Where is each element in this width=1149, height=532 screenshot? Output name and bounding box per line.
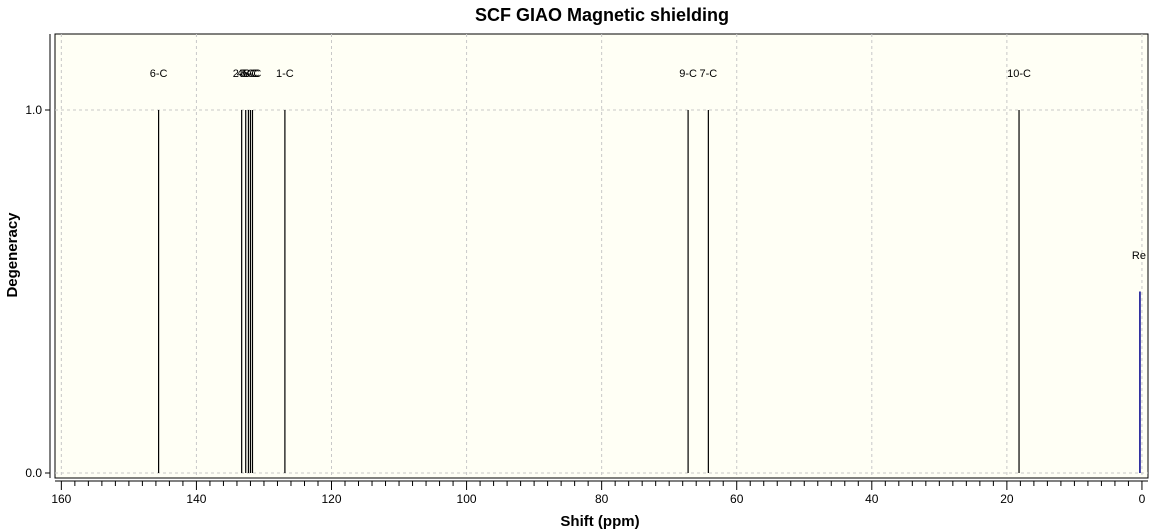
peaks: 6-C 2-C4-C3-C5-C8-C 1-C 9-C 7-C 10-C Re — [150, 68, 1146, 473]
peak-label: 3-C — [240, 68, 258, 80]
y-tick-label: 1.0 — [25, 103, 42, 117]
x-tick-label: 60 — [730, 492, 744, 506]
x-tick-label: 100 — [457, 492, 477, 506]
peak-label: 6-C — [150, 68, 168, 80]
peak-label: 5-C — [242, 68, 260, 80]
peak-label: 8-C — [244, 68, 262, 80]
x-tick-label: 40 — [865, 492, 879, 506]
peak-label: 2-C — [233, 68, 251, 80]
chart-title: SCF GIAO Magnetic shielding — [475, 5, 729, 25]
y-tick-label: 0.0 — [25, 466, 42, 480]
grid — [55, 34, 1148, 478]
x-tick-label: 20 — [1000, 492, 1014, 506]
peak-label: 4-C — [237, 68, 255, 80]
axes: 160 140 120 100 80 60 40 20 0 0.0 1.0 — [25, 34, 1148, 506]
peak-label: 10-C — [1007, 68, 1031, 80]
y-axis-title: Degeneracy — [4, 212, 21, 298]
peak-label: 9-C — [679, 68, 697, 80]
x-axis-title: Shift (ppm) — [560, 513, 639, 530]
x-tick-label: 80 — [595, 492, 609, 506]
x-tick-label: 120 — [321, 492, 341, 506]
peak-label: 7-C — [699, 68, 717, 80]
peak-label: 1-C — [276, 68, 294, 80]
x-tick-label: 0 — [1139, 492, 1146, 506]
reference-label: Re — [1132, 250, 1146, 262]
x-tick-label: 140 — [186, 492, 206, 506]
x-tick-label: 160 — [51, 492, 71, 506]
